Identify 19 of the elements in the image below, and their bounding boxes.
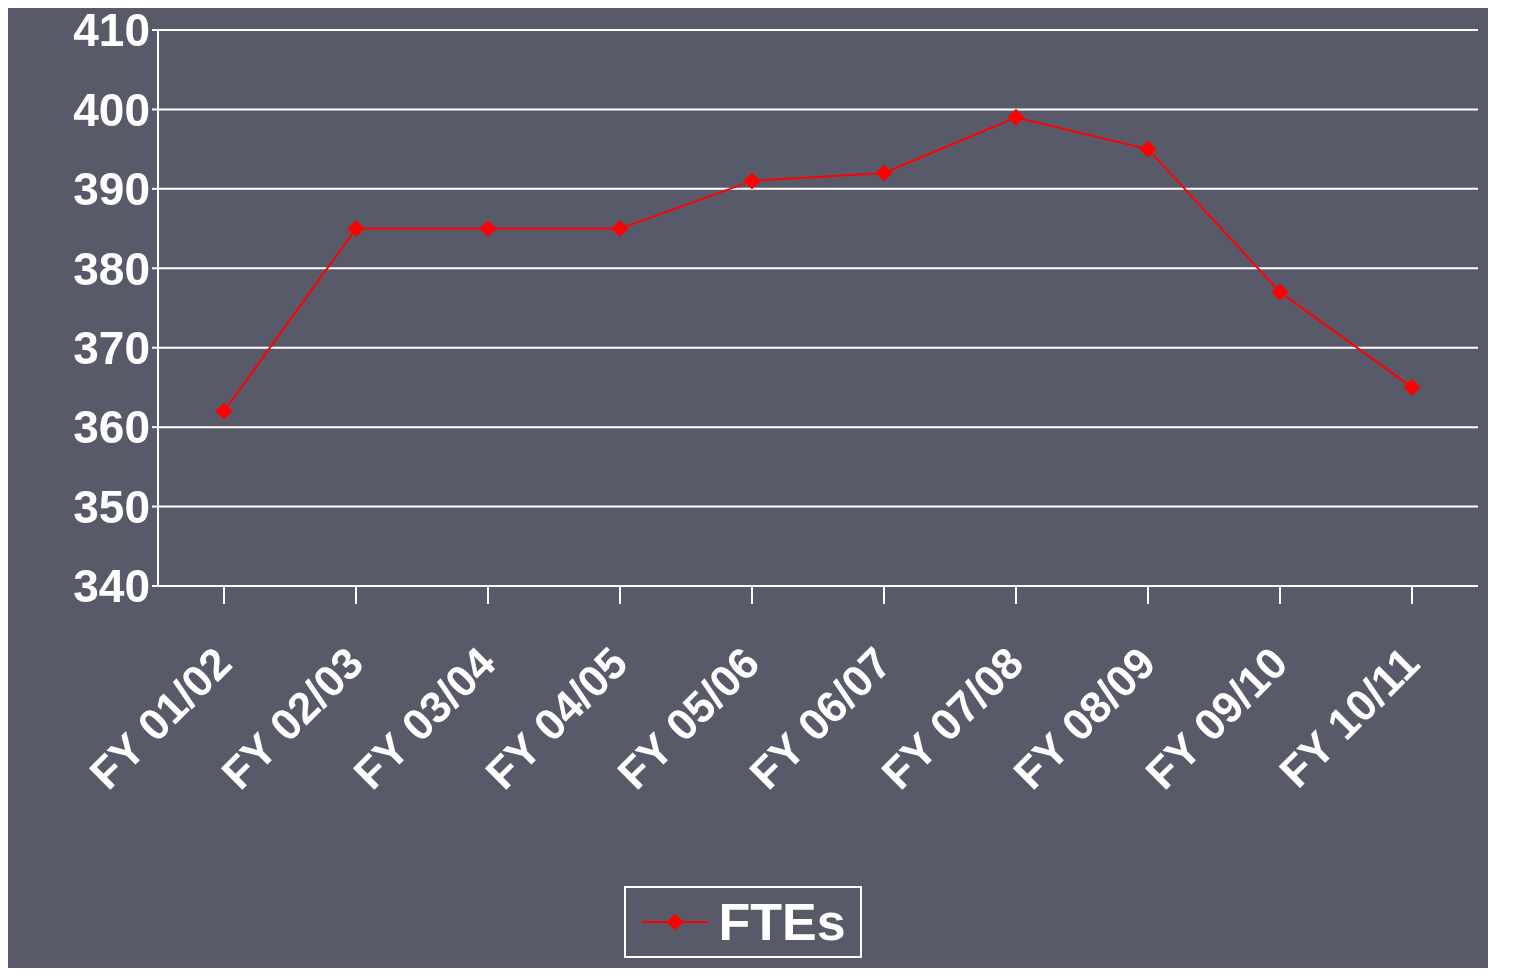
y-tick-label: 360 bbox=[73, 401, 150, 454]
point bbox=[875, 164, 893, 182]
y-tick-label: 350 bbox=[73, 480, 150, 533]
y-tick-label: 410 bbox=[73, 4, 150, 57]
point bbox=[1403, 378, 1421, 396]
y-tick-label: 370 bbox=[73, 322, 150, 375]
y-tick-label: 340 bbox=[73, 560, 150, 613]
point bbox=[611, 220, 629, 238]
point bbox=[1139, 140, 1157, 158]
y-tick-label: 390 bbox=[73, 163, 150, 216]
y-tick-label: 400 bbox=[73, 83, 150, 136]
point bbox=[1271, 283, 1289, 301]
y-tick-label: 380 bbox=[73, 242, 150, 295]
point bbox=[743, 172, 761, 190]
point bbox=[1007, 108, 1025, 126]
legend-label: FTEs bbox=[718, 892, 846, 952]
point bbox=[215, 402, 233, 420]
point bbox=[347, 220, 365, 238]
point bbox=[479, 220, 497, 238]
